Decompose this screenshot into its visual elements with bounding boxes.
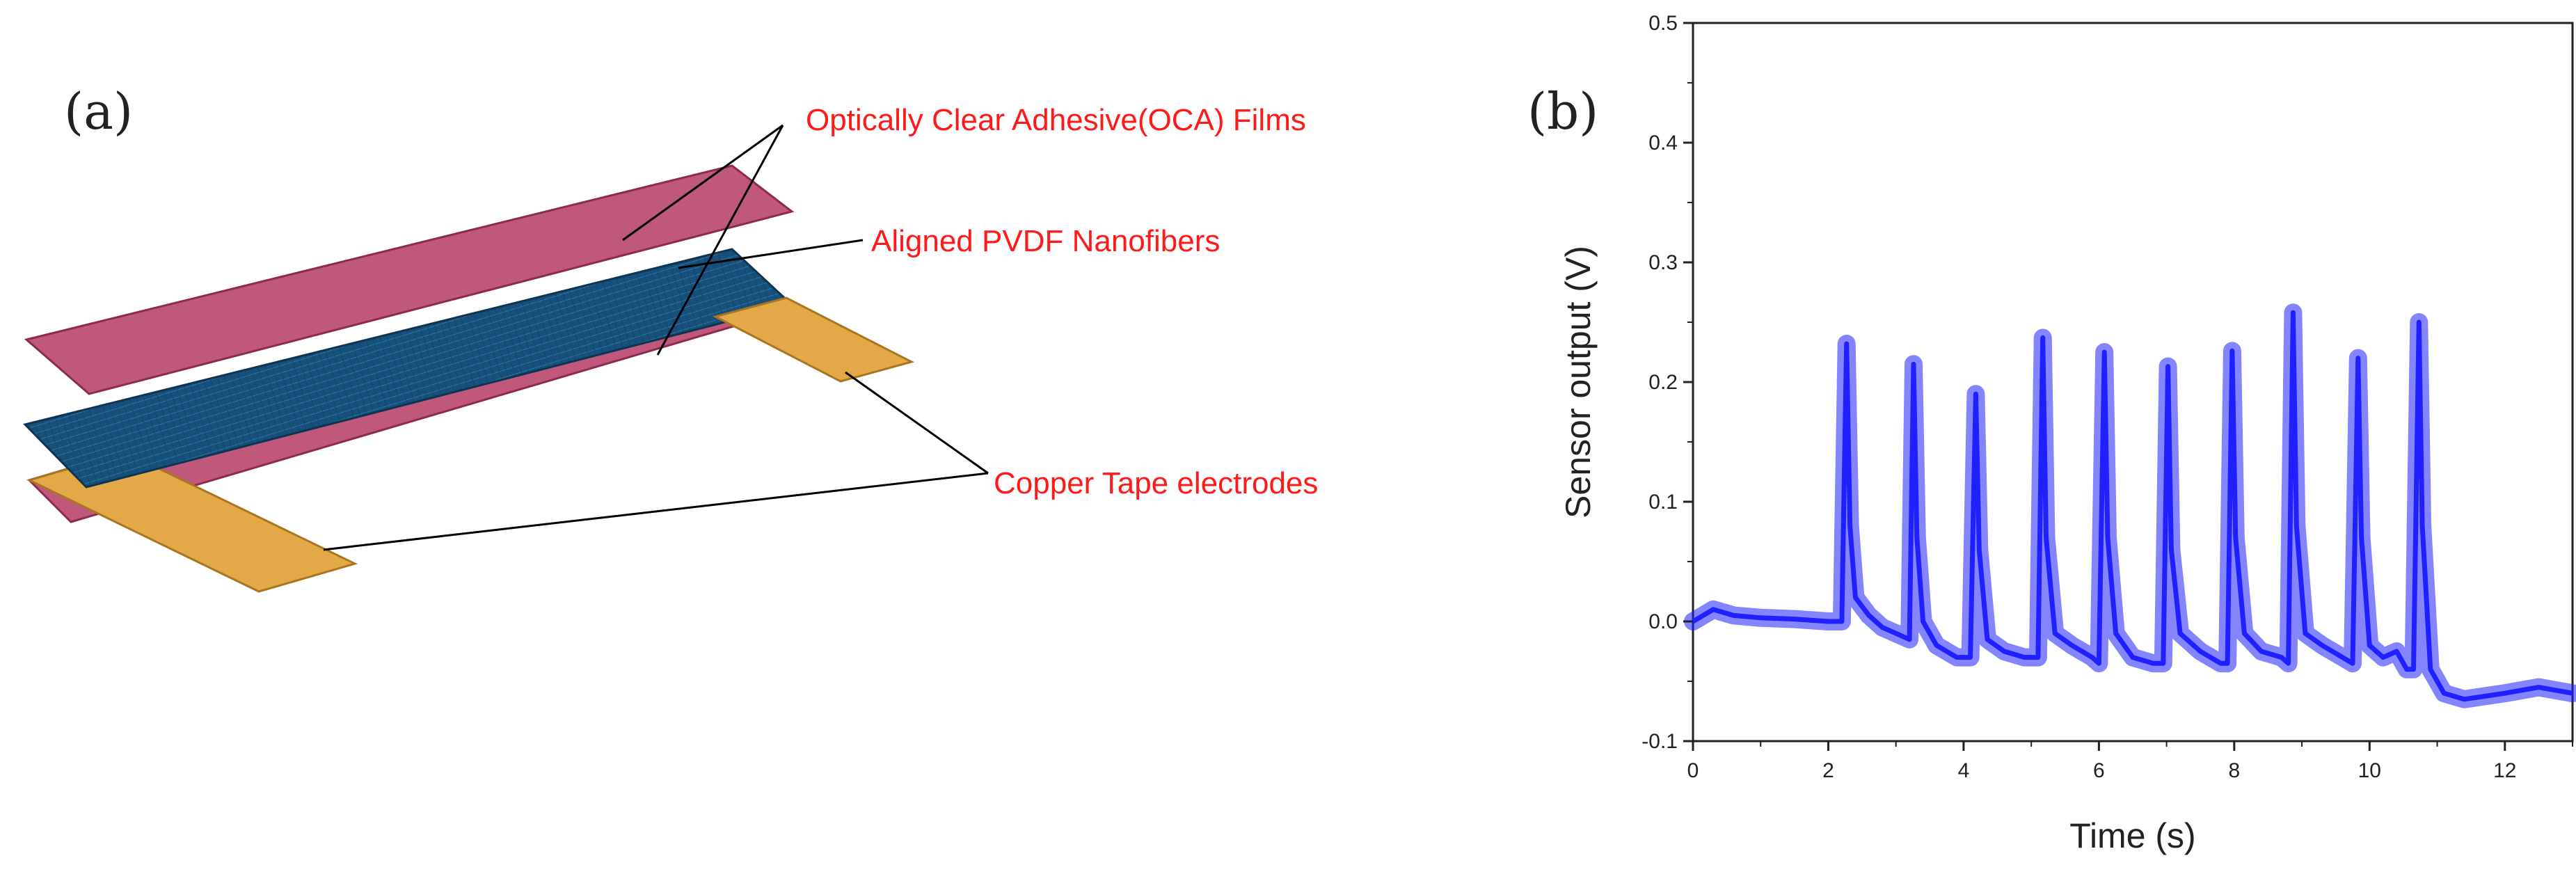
figure-panel-a: (a) Optically Clear Adhesive(OCA) Films … (23, 82, 1319, 593)
x-tick-label: 0 (1687, 759, 1699, 782)
leader-line-pvdf (678, 239, 864, 269)
data-series-line (1692, 310, 2573, 702)
x-tick-label: 12 (2493, 759, 2516, 782)
x-tick-label: 10 (2358, 759, 2381, 782)
leader-line-oca-top (622, 124, 784, 241)
copper-electrode-top (712, 296, 915, 383)
x-tick-label: 4 (1958, 759, 1970, 782)
callout-copper-electrodes: Copper Tape electrodes (994, 466, 1319, 500)
callout-oca-films: Optically Clear Adhesive(OCA) Films (806, 103, 1306, 137)
leader-line-copper-bottom (323, 472, 989, 551)
figure-panel-b: (b) 0 2 4 6 8 10 12 -0.1 0.0 0.1 0.2 0.3 0.4 0.5 Time… (1503, 0, 2576, 881)
oca-film-top (24, 164, 795, 395)
y-tick-label: 0.3 (1648, 251, 1678, 274)
leader-line-oca-bottom (656, 125, 784, 356)
x-tick-label: 6 (2093, 759, 2105, 782)
device-layer-diagram (23, 124, 989, 593)
y-axis-title: Sensor output (V) (1559, 246, 1598, 518)
panel-b-label: (b) (1527, 82, 1599, 141)
y-tick-label: 0.1 (1648, 491, 1678, 514)
x-tick-label: 8 (2229, 759, 2241, 782)
y-tick-label: 0.4 (1648, 132, 1678, 154)
leader-line-copper-top (845, 371, 989, 475)
y-tick-label: 0.0 (1648, 610, 1678, 633)
y-tick-label: 0.5 (1648, 12, 1678, 35)
x-tick-label: 2 (1822, 759, 1834, 782)
callout-pvdf-nanofibers: Aligned PVDF Nanofibers (871, 224, 1221, 258)
panel-a-label: (a) (64, 82, 134, 141)
data-series-band (1684, 303, 2576, 708)
sensor-output-chart: 0 2 4 6 8 10 12 -0.1 0.0 0.1 0.2 0.3 0.4 0.5 Time (s)… (1559, 12, 2576, 855)
y-tick-label: 0.2 (1648, 371, 1678, 394)
y-tick-label: -0.1 (1641, 730, 1678, 753)
plot-frame (1692, 22, 2574, 743)
x-axis-title: Time (s) (2069, 816, 2195, 855)
